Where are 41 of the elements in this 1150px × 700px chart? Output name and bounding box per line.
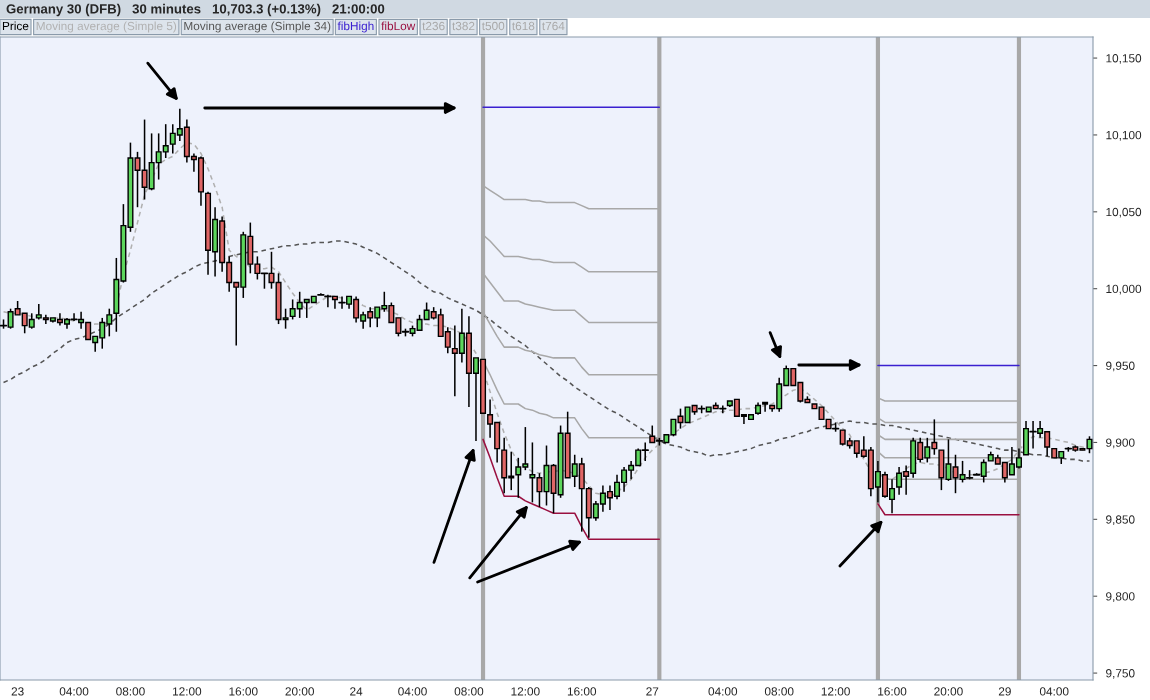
candlestick xyxy=(762,401,769,413)
x-tick-label: 12:00 xyxy=(511,687,540,696)
x-tick-label: 24 xyxy=(350,687,363,696)
x-tick-label: 27 xyxy=(646,687,659,696)
text: Price xyxy=(2,21,29,31)
x-tick-label: 29 xyxy=(998,687,1011,696)
y-tick-label: 10,150 xyxy=(1106,54,1142,64)
x-tick-label: 12:00 xyxy=(173,687,202,696)
text: t382 xyxy=(452,21,475,31)
x-tick-label: 08:00 xyxy=(116,687,145,696)
y-tick-label: 10,000 xyxy=(1106,284,1142,295)
x-tick-label: 16:00 xyxy=(229,687,258,696)
text: t236 xyxy=(422,21,445,31)
x-tick-label: 08:00 xyxy=(764,687,794,696)
x-tick-label: 04:00 xyxy=(1039,687,1069,696)
text: fibLow xyxy=(381,21,416,31)
y-tick-label: 9,850 xyxy=(1106,515,1135,526)
text: t500 xyxy=(481,21,505,31)
x-tick-label: 23 xyxy=(11,687,24,696)
line-series xyxy=(2,240,1091,462)
text: Moving average (Simple 34) xyxy=(184,21,331,33)
x-tick-label: 12:00 xyxy=(821,687,850,696)
x-tick-label: 04:00 xyxy=(59,687,89,696)
x-tick-label: 20:00 xyxy=(285,687,314,696)
x-tick-label: 04:00 xyxy=(398,687,427,696)
y-tick-label: 10,050 xyxy=(1106,207,1142,218)
y-tick-label: 9,800 xyxy=(1106,592,1135,602)
text: t618 xyxy=(512,21,535,31)
x-tick-label: 04:00 xyxy=(708,687,738,696)
x-tick-label: 20:00 xyxy=(934,687,963,696)
x-tick-label: 16:00 xyxy=(878,687,907,696)
y-tick-label: 9,900 xyxy=(1106,438,1135,449)
y-tick-label: 9,750 xyxy=(1106,669,1135,679)
text: fibHigh xyxy=(337,21,374,33)
y-tick-label: 9,950 xyxy=(1106,361,1135,372)
x-tick-label: 08:00 xyxy=(454,687,484,696)
x-tick-label: 16:00 xyxy=(567,687,597,696)
y-tick-label: 10,100 xyxy=(1106,130,1142,141)
text: Moving average (Simple 5) xyxy=(36,21,177,33)
text: t764 xyxy=(542,21,565,31)
chart-title: Germany 30 (DFB) 30 minutes 10,703.3 (+0.13%) 21:00:00 xyxy=(6,3,385,17)
